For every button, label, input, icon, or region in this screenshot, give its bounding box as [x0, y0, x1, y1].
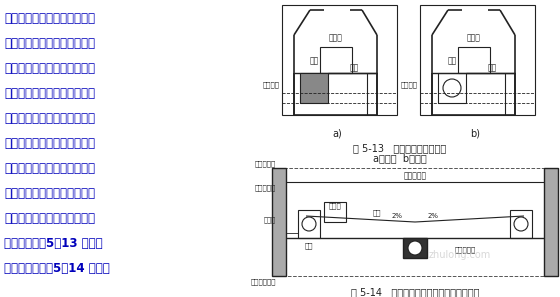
Text: 明沟: 明沟	[305, 243, 313, 249]
Text: 2%: 2%	[391, 213, 403, 219]
Text: 有效地疏导路面底部的积水。: 有效地疏导路面底部的积水。	[4, 162, 95, 175]
Text: 中心排水管: 中心排水管	[455, 247, 476, 253]
Text: 图 5-14   公路隧道双侧排水沟与中心排水沟: 图 5-14 公路隧道双侧排水沟与中心排水沟	[351, 287, 479, 297]
Text: 沟两种，如图5－13 所示。: 沟两种，如图5－13 所示。	[4, 237, 102, 250]
Bar	[320, 47, 352, 73]
Text: 路面: 路面	[349, 64, 358, 72]
Bar	[510, 210, 532, 238]
Text: 图 5-13   公路隧道侧边沟形式: 图 5-13 公路隧道侧边沟形式	[353, 143, 447, 153]
Text: b): b)	[470, 128, 480, 138]
Text: 排水暗管: 排水暗管	[401, 82, 418, 88]
Text: 2%: 2%	[427, 213, 438, 219]
Text: 电缆槽: 电缆槽	[467, 34, 481, 42]
Text: 而路侧边沟的作用主要是排除: 而路侧边沟的作用主要是排除	[4, 187, 95, 200]
Text: 议设置中心水沟，它除了能引: 议设置中心水沟，它除了能引	[4, 112, 95, 125]
Text: a）暗沟  b）明沟: a）暗沟 b）明沟	[373, 153, 427, 163]
Text: 中心排水沟如图5－14 所示。: 中心排水沟如图5－14 所示。	[4, 262, 110, 275]
Bar	[298, 210, 320, 238]
Text: 电缆槽: 电缆槽	[329, 203, 342, 209]
Text: 电缆槽: 电缆槽	[329, 34, 343, 42]
Text: 环向导水管: 环向导水管	[255, 185, 276, 191]
Text: 水量不大的中、短隧道可不设: 水量不大的中、短隧道可不设	[4, 62, 95, 75]
Text: zhulong.com: zhulong.com	[429, 250, 491, 260]
Text: 塞背纵向盲管: 塞背纵向盲管	[250, 279, 276, 285]
Bar	[458, 47, 490, 73]
Bar	[282, 5, 397, 115]
Text: 隧道纵向排水沟，有单侧、双: 隧道纵向排水沟，有单侧、双	[4, 12, 95, 25]
Text: 路面污水，其形式有明沟与暗: 路面污水，其形式有明沟与暗	[4, 212, 95, 225]
Text: 防水层: 防水层	[264, 217, 276, 223]
Bar	[420, 5, 535, 115]
Text: 路面: 路面	[373, 210, 381, 216]
Bar	[300, 73, 328, 103]
Text: 暗沟: 暗沟	[309, 56, 319, 66]
Text: 排衬砌背后的地下水外，还可: 排衬砌背后的地下水外，还可	[4, 137, 95, 150]
Text: 中心水沟外，一般情况下都建: 中心水沟外，一般情况下都建	[4, 87, 95, 100]
Bar	[544, 168, 558, 276]
Bar	[324, 202, 346, 222]
Text: 横向导水管: 横向导水管	[255, 161, 276, 167]
Text: 路面: 路面	[487, 64, 497, 72]
Bar	[272, 168, 286, 276]
Bar	[438, 73, 466, 103]
Text: 侧、中心式三种形式。除地下: 侧、中心式三种形式。除地下	[4, 37, 95, 50]
Text: a): a)	[332, 128, 342, 138]
Bar	[403, 238, 427, 258]
Text: 排水暗管: 排水暗管	[263, 82, 280, 88]
Circle shape	[408, 241, 422, 255]
Text: 模筑混凝土: 模筑混凝土	[403, 171, 427, 181]
Bar	[272, 168, 558, 276]
Text: 明沟: 明沟	[447, 56, 456, 66]
